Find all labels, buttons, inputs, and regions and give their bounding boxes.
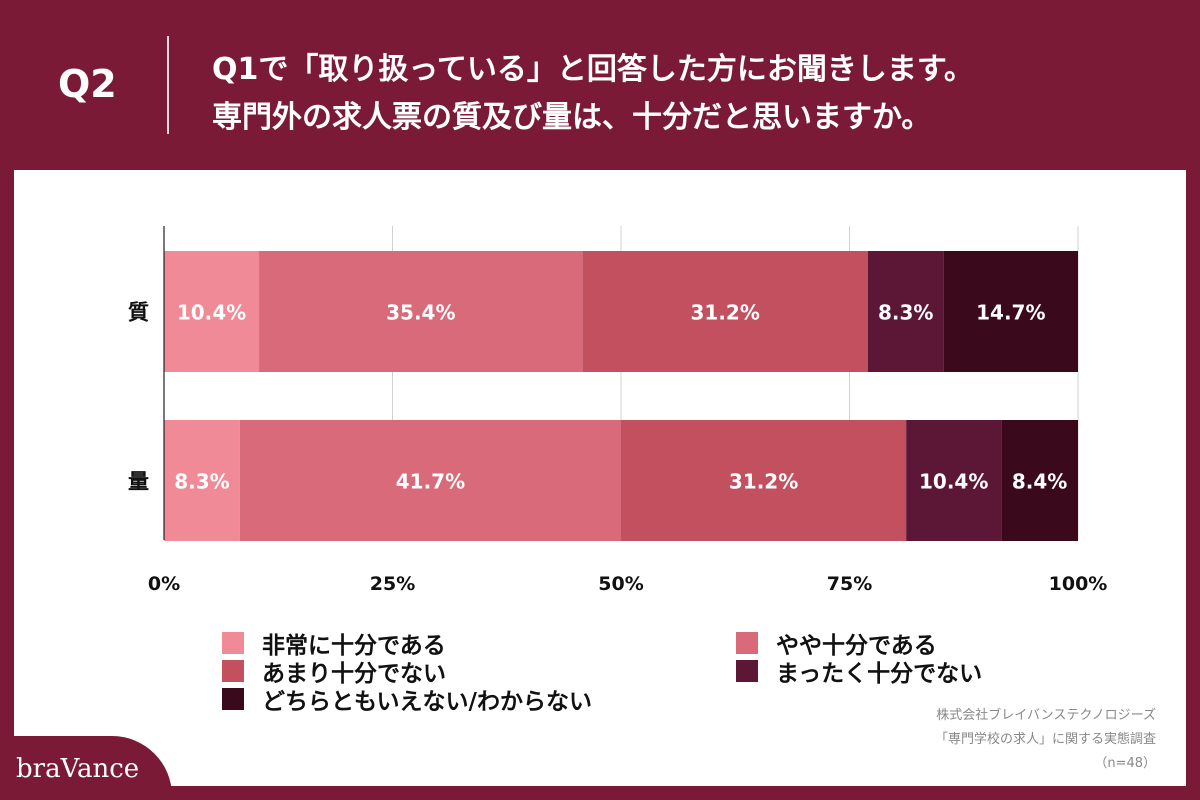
data-label: 8.3% [878, 301, 933, 325]
bar-segment [621, 420, 907, 541]
data-label: 10.4% [177, 301, 246, 325]
legend-item: やや十分である [736, 630, 937, 659]
legend-item: どちらともいえない/わからない [222, 686, 592, 715]
legend-swatch [222, 688, 244, 710]
header-divider [167, 36, 169, 134]
data-label: 31.2% [729, 470, 798, 494]
bar-segment [943, 251, 1078, 372]
x-tick-label: 25% [370, 573, 415, 595]
bar-segment [582, 251, 868, 372]
bar-segment [164, 420, 240, 541]
bar-segment [239, 420, 621, 541]
bar-segment [906, 420, 1002, 541]
header: Q2 Q1で「取り扱っている」と回答した方にお聞きします。 専門外の求人票の質及… [0, 0, 1200, 170]
data-label: 8.3% [174, 470, 229, 494]
x-tick-label: 75% [827, 573, 872, 595]
data-label: 8.4% [1012, 470, 1067, 494]
bar-segment [867, 251, 944, 372]
data-label: 35.4% [386, 301, 455, 325]
brand-logo: braVance [16, 754, 140, 784]
data-label: 14.7% [976, 301, 1045, 325]
legend-label: あまり十分でない [262, 661, 446, 687]
category-label: 量 [128, 470, 149, 494]
legend-label: まったく十分でない [776, 661, 983, 687]
legend-swatch [222, 660, 244, 682]
question-title-line-1: Q1で「取り扱っている」と回答した方にお聞きします。 [212, 52, 974, 87]
data-label: 10.4% [919, 470, 988, 494]
stacked-bar-chart: 10.4% 35.4% 31.2% 8.3% 14.7% 8.3% 41.7% 31.2% 10… [128, 226, 1108, 595]
legend-label: 非常に十分である [262, 633, 446, 659]
legend-item: 非常に十分である [222, 630, 446, 659]
legend-swatch [222, 632, 244, 654]
legend-item: あまり十分でない [222, 658, 446, 687]
category-label: 質 [128, 301, 149, 325]
question-title-line-2: 専門外の求人票の質及び量は、十分だと思いますか。 [212, 100, 932, 135]
legend-label: どちらともいえない/わからない [262, 689, 592, 715]
data-label: 41.7% [396, 470, 465, 494]
data-label: 31.2% [691, 301, 760, 325]
x-tick-label: 50% [598, 573, 643, 595]
legend-item: まったく十分でない [736, 658, 982, 687]
x-tick-label: 100% [1049, 573, 1108, 595]
source-company: 株式会社ブレイバンステクノロジーズ [936, 708, 1156, 723]
legend-label: やや十分である [776, 633, 937, 659]
bar-segment [164, 251, 260, 372]
chart-panel: 10.4% 35.4% 31.2% 8.3% 14.7% 8.3% 41.7% 31.2% 10… [14, 170, 1186, 786]
legend-swatch [736, 660, 758, 682]
bar-segment [1001, 420, 1078, 541]
source-note: 株式会社ブレイバンステクノロジーズ 「専門学校の求人」に関する実態調査 （n=4… [935, 704, 1156, 776]
legend-swatch [736, 632, 758, 654]
x-tick-label: 0% [148, 573, 180, 595]
source-survey: 「専門学校の求人」に関する実態調査 [934, 732, 1156, 747]
question-number: Q2 [58, 62, 117, 106]
bar-segment [259, 251, 583, 372]
brand-tab [0, 736, 172, 800]
source-sample-size: （n=48） [1094, 756, 1156, 771]
